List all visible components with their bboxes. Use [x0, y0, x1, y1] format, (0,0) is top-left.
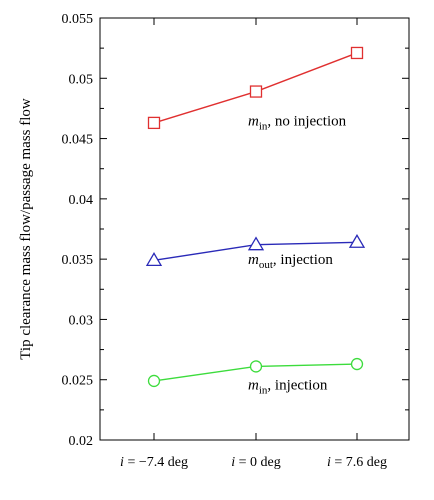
data-point-triangle: [348, 233, 366, 248]
y-tick-label: 0.035: [62, 253, 94, 268]
data-point-triangle: [145, 252, 163, 266]
x-axis: i = −7.4 deg i = 0 deg i = 7.6 deg: [120, 18, 387, 470]
y-tick-label: 0.045: [62, 133, 94, 148]
series-layer: [145, 46, 366, 388]
y-tick-label: 0.03: [69, 313, 94, 328]
y-tick-label: 0.025: [62, 374, 94, 389]
data-point-circle: [249, 360, 263, 373]
y-axis-title: Tip clearance mass flow/passage mass flo…: [18, 98, 34, 360]
data-point-square: [147, 116, 161, 130]
x-tick-var: i: [120, 455, 124, 470]
series-min_injection: [147, 357, 364, 388]
annotation-var: m: [248, 252, 259, 268]
series-min_no_injection: [147, 46, 364, 130]
annotation-subscript: out: [259, 259, 273, 271]
series-annotation: min, no injection: [248, 113, 347, 132]
series-annotation: mout, injection: [248, 252, 333, 271]
x-tick-var: i: [327, 455, 331, 470]
annotation-var: m: [248, 113, 259, 129]
x-tick-label: i = 0 deg: [231, 455, 281, 470]
annotation-text: , injection: [273, 252, 333, 268]
annotation-text: , no injection: [267, 113, 346, 129]
data-point-square: [350, 46, 364, 60]
series-annotation: min, injection: [248, 378, 328, 397]
y-tick-label: 0.05: [69, 72, 94, 87]
y-tick-label: 0.055: [62, 12, 94, 27]
x-tick-var: i: [231, 455, 235, 470]
data-point-circle: [147, 374, 161, 388]
x-tick-text: = −7.4 deg: [124, 455, 188, 470]
series-mout_injection: [145, 233, 366, 266]
x-tick-label: i = −7.4 deg: [120, 455, 188, 470]
x-tick-text: = 0 deg: [235, 455, 281, 470]
annotation-text: , injection: [267, 378, 327, 394]
x-tick-label: i = 7.6 deg: [327, 455, 387, 470]
x-tick-text: = 7.6 deg: [331, 455, 387, 470]
annotation-var: m: [248, 378, 259, 394]
y-tick-label: 0.04: [69, 193, 94, 208]
y-tick-label: 0.02: [69, 434, 94, 449]
data-point-circle: [350, 357, 364, 371]
data-point-triangle: [247, 236, 265, 251]
annotation-subscript: in: [259, 385, 268, 397]
annotation-subscript: in: [259, 120, 268, 132]
data-point-square: [249, 85, 263, 98]
y-axis: 0.02 0.025 0.03 0.035 0.04 0.045 0.05 0.055: [62, 12, 409, 449]
